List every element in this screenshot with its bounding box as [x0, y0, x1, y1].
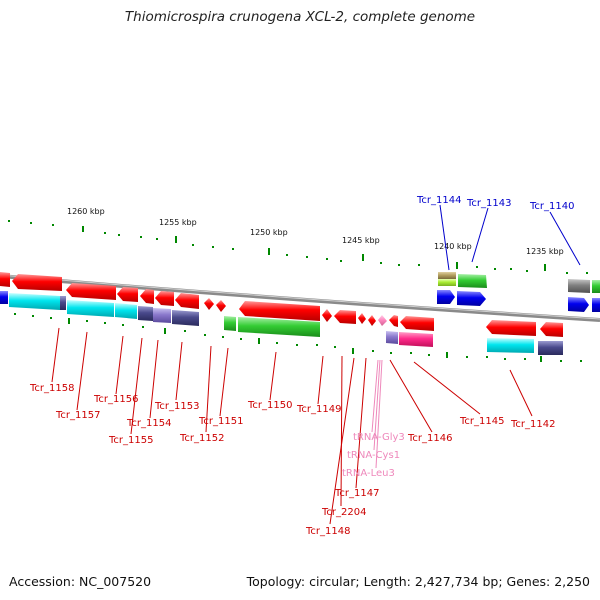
- gene-green-1: [224, 316, 236, 331]
- gene-blue-4: [592, 298, 600, 312]
- topology-text: Topology: circular; Length: 2,427,734 bp…: [246, 574, 590, 589]
- gene-tcr-1151: [216, 300, 226, 312]
- label-tcr-1145: Tcr_1145: [459, 416, 504, 427]
- gene-navy-2: [138, 306, 153, 321]
- gene-blue-1: [437, 290, 455, 304]
- gene-tcr-1146-a: [389, 315, 398, 327]
- gene-tcr-1143: [458, 274, 487, 288]
- label-tcr-1152: Tcr_1152: [179, 433, 224, 444]
- gene-tcr-1148: [334, 310, 356, 324]
- label-tcr-1149: Tcr_1149: [296, 404, 341, 415]
- bottom-leaders: [51, 327, 533, 525]
- label-tcr-2204: Tcr_2204: [321, 507, 366, 518]
- gene-tcr-1152: [204, 298, 214, 310]
- label-tcr-1155: Tcr_1155: [108, 435, 153, 446]
- gene-navy-3: [172, 310, 199, 326]
- label-tcr-1144: Tcr_1144: [416, 195, 461, 206]
- gene-tcr-1154: [155, 291, 174, 306]
- gene-blue-left: [0, 291, 8, 304]
- label-tcr-1146: Tcr_1146: [407, 433, 452, 444]
- gene-tcr-1150: [239, 301, 320, 321]
- label-tcr-1140: Tcr_1140: [529, 201, 574, 212]
- label-tcr-1151: Tcr_1151: [198, 416, 243, 427]
- gene-tcr-1145: [486, 320, 536, 336]
- inner-features: [0, 291, 563, 355]
- gene-navy-4: [538, 341, 563, 355]
- gene-tcr-1140-gray: [568, 279, 590, 293]
- gene-tcr-1147: [368, 315, 376, 326]
- gene-tcr-1157: [66, 283, 116, 300]
- gene-red-a: [0, 272, 10, 287]
- label-tcr-1154: Tcr_1154: [126, 418, 171, 429]
- label-tcr-1153: Tcr_1153: [154, 401, 199, 412]
- scale-label-1255: 1255 kbp: [159, 218, 197, 227]
- label-tcr-1143: Tcr_1143: [466, 198, 511, 209]
- label-trna-leu3: tRNA-Leu3: [342, 468, 395, 479]
- reverse-strand-features: [0, 272, 563, 337]
- gene-blue-3: [568, 297, 589, 312]
- gene-tcr-1149: [322, 309, 332, 322]
- label-tcr-1158: Tcr_1158: [29, 383, 74, 394]
- gene-magenta: [399, 332, 433, 347]
- scale-label-1260: 1260 kbp: [67, 207, 105, 216]
- label-tcr-1147: Tcr_1147: [334, 488, 379, 499]
- label-tcr-1142: Tcr_1142: [510, 419, 555, 430]
- gene-tcr-1142: [540, 322, 563, 337]
- trna-leaders: [371, 359, 383, 469]
- gene-purple-2: [386, 331, 398, 344]
- label-trna-cys1: tRNA-Cys1: [347, 450, 400, 461]
- gene-tcr-1144-lime: [438, 279, 456, 286]
- gene-tcr-1146: [400, 316, 434, 331]
- gene-tcr-1156: [117, 287, 138, 302]
- gene-tcr-1140-green: [592, 280, 600, 293]
- label-tcr-1150: Tcr_1150: [247, 400, 292, 411]
- genome-backbone: [0, 274, 600, 322]
- gene-purple-1: [153, 308, 171, 323]
- gene-tcr-1155: [140, 289, 154, 304]
- gene-trna: [378, 315, 387, 326]
- scale-label-1245: 1245 kbp: [342, 236, 380, 245]
- gene-tcr-1158: [12, 274, 62, 291]
- inner-scale: [14, 313, 582, 362]
- gene-tcr-1144-olive: [438, 272, 456, 279]
- scale-label-1240: 1240 kbp: [434, 242, 472, 251]
- forward-strand-features: [437, 272, 600, 312]
- scale-label-1250: 1250 kbp: [250, 228, 288, 237]
- gene-cyan-1: [9, 293, 60, 310]
- gene-cyan-3: [115, 303, 137, 319]
- genome-backbone-highlight: [0, 274, 600, 320]
- gene-cyan-4: [487, 338, 534, 353]
- gene-cyan-2: [67, 300, 114, 317]
- top-leaders: [439, 204, 581, 271]
- gene-navy-1: [60, 296, 66, 310]
- label-trna-gly3: tRNA-Gly3: [353, 432, 405, 443]
- outer-scale: [8, 220, 588, 274]
- gene-green-2: [238, 317, 320, 337]
- label-tcr-1148: Tcr_1148: [305, 526, 350, 537]
- gene-blue-2: [457, 291, 486, 306]
- map-title: Thiomicrospira crunogena XCL-2, complete…: [124, 9, 476, 25]
- label-tcr-1157: Tcr_1157: [55, 410, 100, 421]
- accession-text: Accession: NC_007520: [9, 574, 152, 589]
- scale-label-1235: 1235 kbp: [526, 247, 564, 256]
- gene-tcr-2204: [358, 313, 366, 324]
- label-tcr-1156: Tcr_1156: [93, 394, 138, 405]
- gene-tcr-1153: [175, 293, 199, 309]
